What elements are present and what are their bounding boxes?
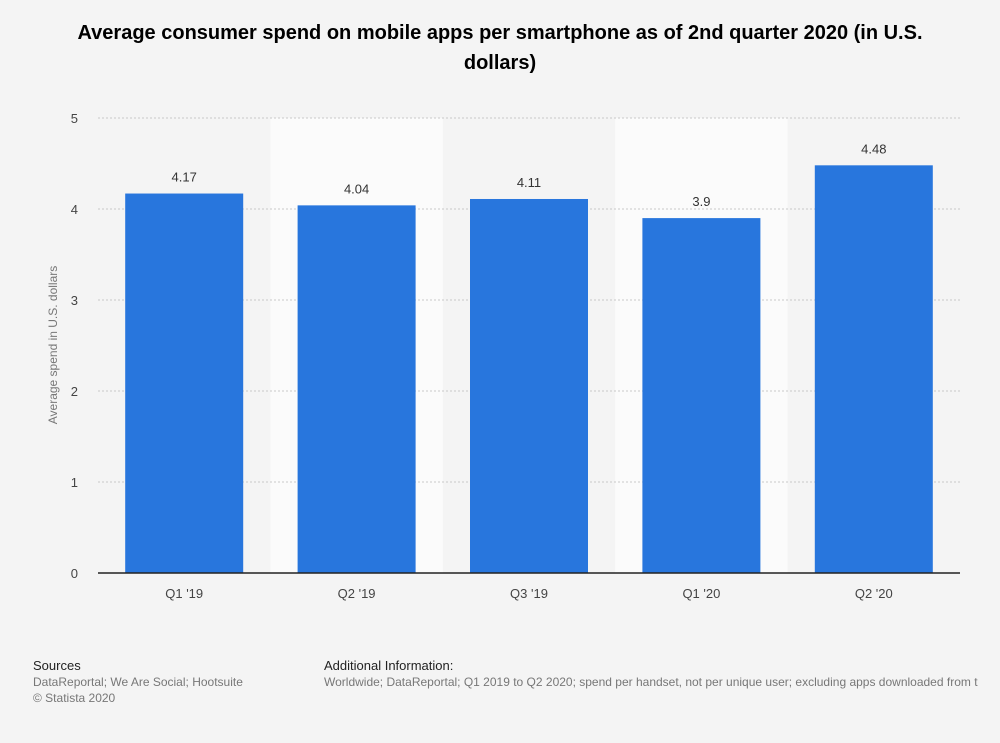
bars (125, 165, 933, 574)
y-tick-label: 0 (71, 566, 78, 581)
data-label: 4.11 (517, 175, 541, 190)
data-labels: 4.17 4.04 4.11 3.9 4.48 (172, 141, 887, 209)
data-label: 3.9 (692, 194, 710, 209)
footer-sources: Sources DataReportal; We Are Social; Hoo… (33, 658, 243, 706)
bar (470, 198, 588, 574)
x-axis-ticks: Q1 '19 Q2 '19 Q3 '19 Q1 '20 Q2 '20 (165, 586, 893, 601)
data-label: 4.17 (172, 170, 197, 185)
bar (642, 218, 761, 573)
y-axis-label: Average spend in U.S. dollars (46, 266, 60, 425)
x-tick-label: Q2 '19 (338, 586, 376, 601)
x-tick-label: Q2 '20 (855, 586, 893, 601)
x-tick-label: Q3 '19 (510, 586, 548, 601)
chart-title: Average consumer spend on mobile apps pe… (77, 22, 923, 74)
bar (125, 193, 244, 573)
data-label: 4.04 (344, 181, 369, 196)
bar (814, 165, 933, 573)
bar (297, 205, 416, 574)
y-tick-label: 2 (71, 384, 78, 399)
sources-text[interactable]: DataReportal; We Are Social; Hootsuite (33, 675, 243, 689)
additional-info-heading: Additional Information: (324, 658, 454, 673)
y-tick-label: 1 (71, 475, 78, 490)
additional-info-text: Worldwide; DataReportal; Q1 2019 to Q2 2… (324, 675, 978, 689)
y-tick-label: 4 (71, 202, 78, 217)
y-tick-label: 5 (71, 111, 78, 126)
x-tick-label: Q1 '19 (165, 586, 203, 601)
data-label: 4.48 (861, 141, 886, 156)
y-axis-ticks: 0 1 2 3 4 5 (71, 111, 78, 581)
footer-additional-info: Additional Information: Worldwide; DataR… (324, 658, 1000, 690)
x-tick-label: Q1 '20 (682, 586, 720, 601)
y-tick-label: 3 (71, 293, 78, 308)
copyright-text: © Statista 2020 (33, 691, 116, 705)
sources-heading: Sources (33, 658, 81, 673)
